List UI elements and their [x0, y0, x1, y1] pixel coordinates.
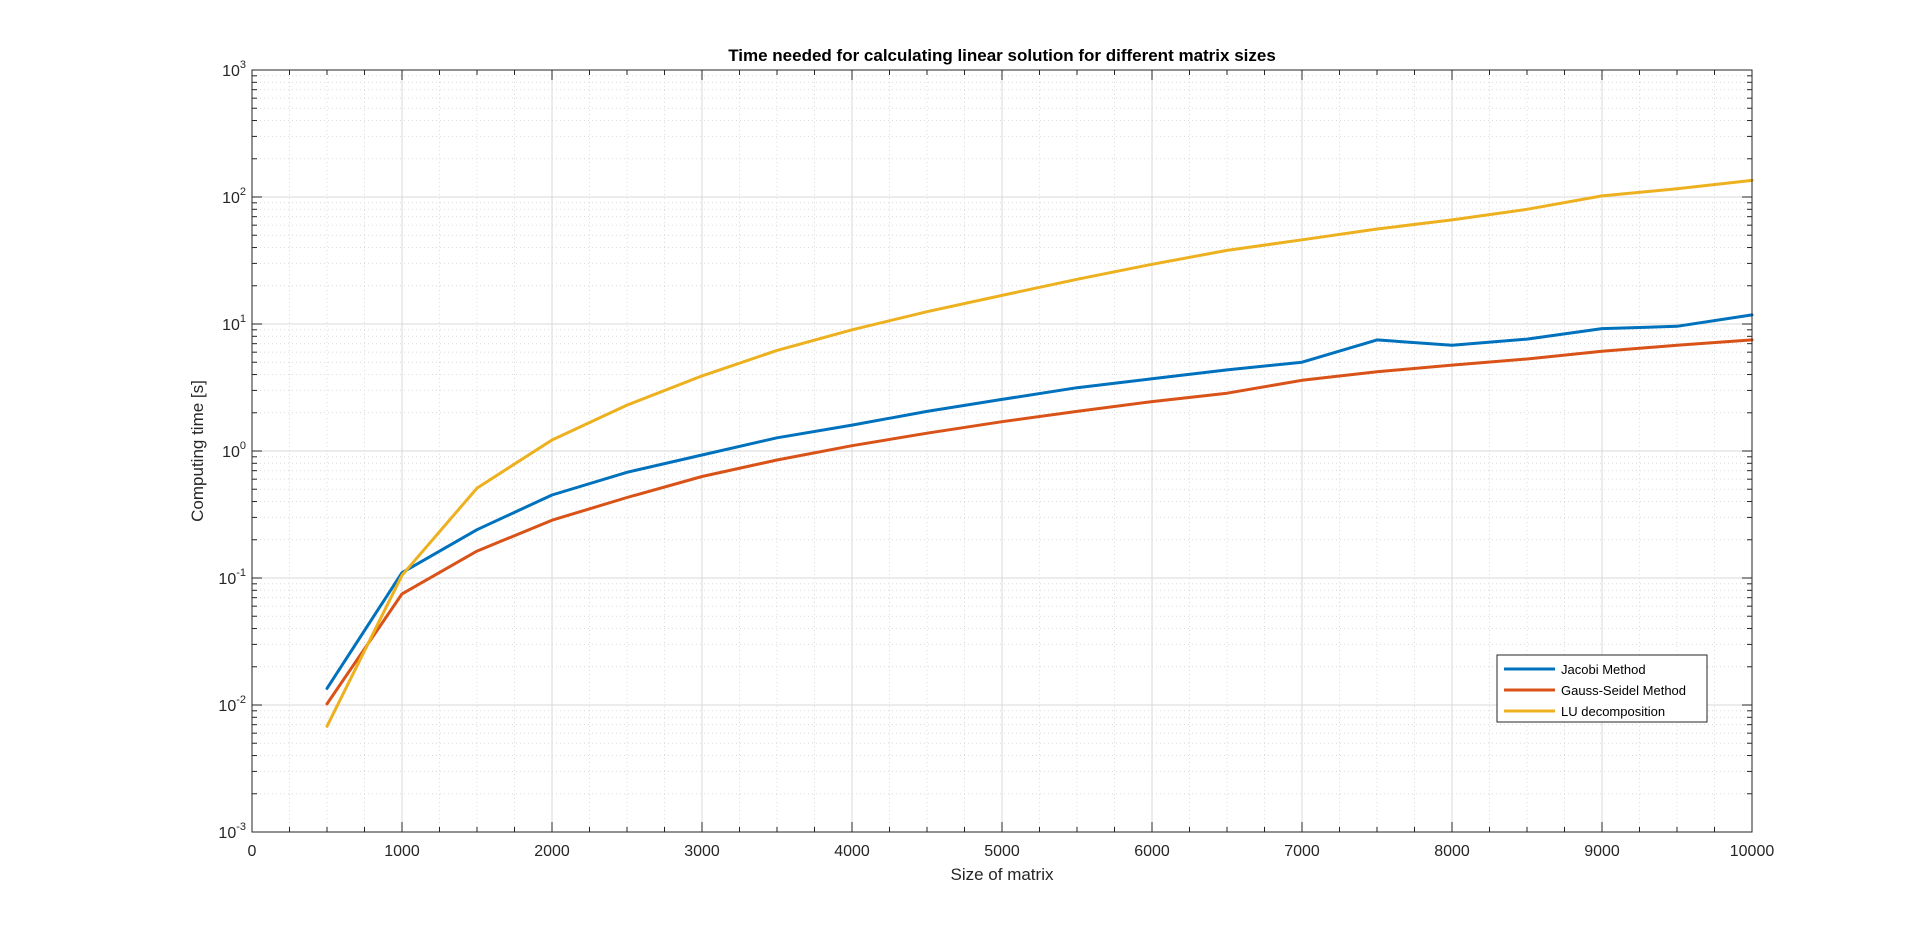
y-tick-label: 10-1 [218, 567, 246, 588]
x-tick-labels: 0 1000 2000 3000 4000 5000 6000 7000 8000 9000 100… [248, 843, 1775, 860]
ticks-layer [251, 69, 1753, 833]
y-tick-label: 10-2 [218, 694, 246, 715]
y-tick-label: 103 [222, 59, 246, 80]
series-layer [325, 178, 1754, 728]
x-tick-label: 6000 [1134, 843, 1170, 860]
x-tick-label: 1000 [384, 843, 420, 860]
y-tick-label: 102 [222, 186, 246, 207]
series-line-3 [325, 178, 1754, 728]
y-tick-label: 101 [222, 313, 246, 334]
legend-label: LU decomposition [1561, 704, 1665, 719]
x-tick-label: 5000 [984, 843, 1020, 860]
series-line-2 [325, 338, 1754, 706]
y-tick-label: 10-3 [218, 821, 246, 842]
y-axis-label: Computing time [s] [188, 380, 207, 522]
x-tick-label: 4000 [834, 843, 870, 860]
x-tick-label: 2000 [534, 843, 570, 860]
y-tick-label: 100 [222, 440, 246, 461]
x-tick-label: 9000 [1584, 843, 1620, 860]
legend-label: Gauss-Seidel Method [1561, 683, 1686, 698]
y-tick-labels: 10-3 10-2 10-1 100 101 102 103 [218, 59, 246, 842]
x-tick-label: 7000 [1284, 843, 1320, 860]
x-axis-label: Size of matrix [951, 865, 1054, 884]
series-line-1 [325, 313, 1754, 690]
x-tick-label: 3000 [684, 843, 720, 860]
chart-title: Time needed for calculating linear solut… [728, 46, 1276, 65]
x-tick-label: 8000 [1434, 843, 1470, 860]
x-tick-label: 10000 [1730, 843, 1775, 860]
x-tick-label: 0 [248, 843, 257, 860]
legend: Jacobi Method Gauss-Seidel Method LU decom… [1496, 654, 1708, 723]
legend-label: Jacobi Method [1561, 662, 1646, 677]
